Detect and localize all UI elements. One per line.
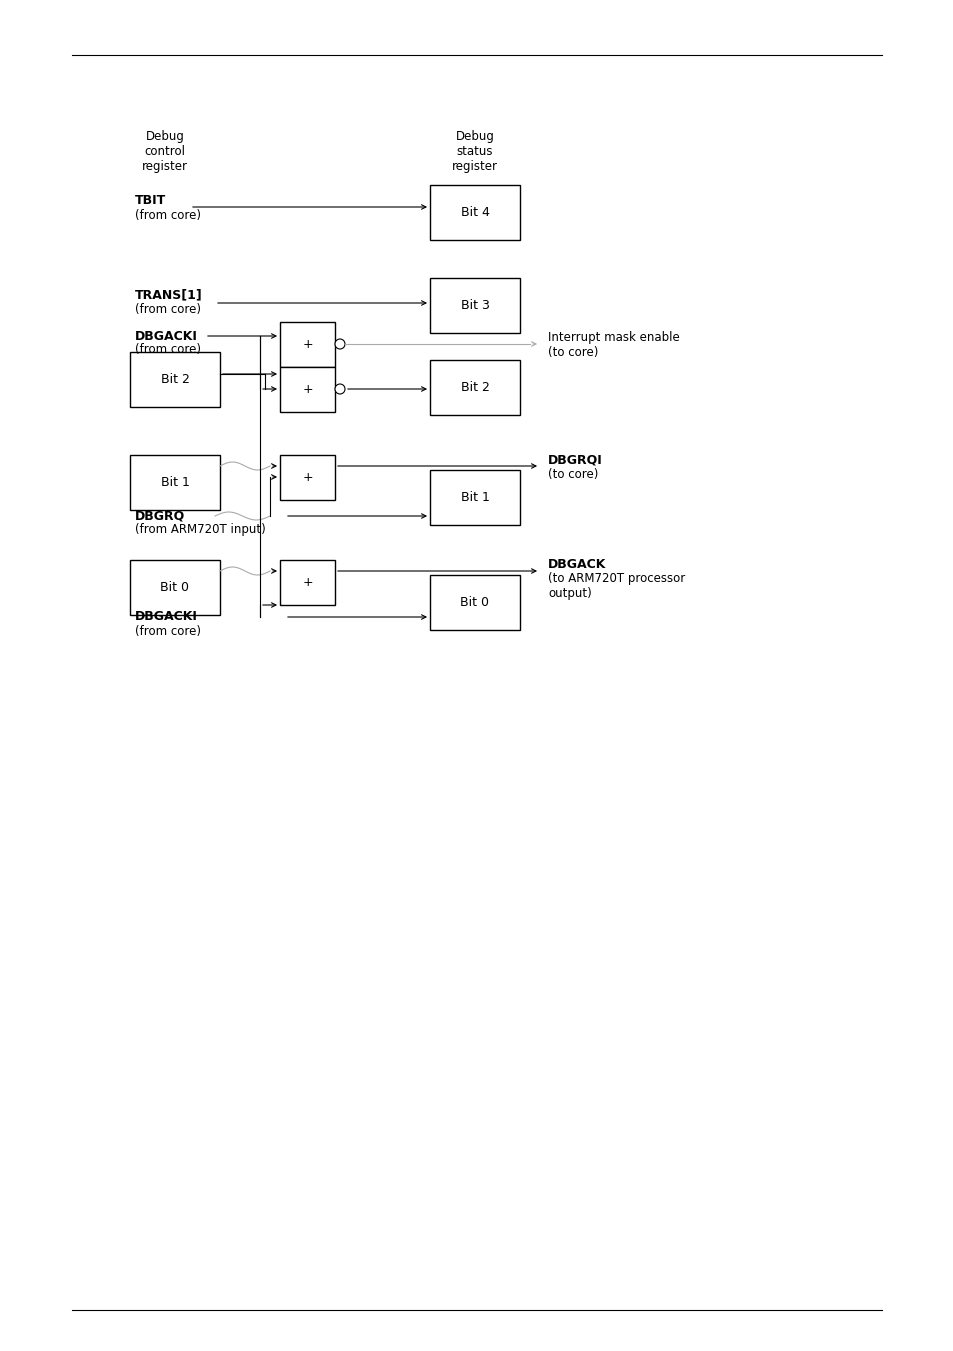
Text: DBGACK: DBGACK [547,558,606,570]
Text: +: + [302,382,313,396]
Text: Bit 2: Bit 2 [160,373,190,386]
Text: (from ARM720T input): (from ARM720T input) [135,523,266,536]
Text: (to core): (to core) [547,346,598,359]
Text: Interrupt mask enable: Interrupt mask enable [547,331,679,345]
Text: Bit 4: Bit 4 [460,205,489,219]
Text: Debug
control
register: Debug control register [142,130,188,173]
Text: +: + [302,576,313,589]
Text: (from core): (from core) [135,208,201,222]
Text: (to ARM720T processor: (to ARM720T processor [547,571,684,585]
Text: TBIT: TBIT [135,193,166,207]
Text: (from core): (from core) [135,624,201,638]
Text: +: + [302,338,313,351]
Text: (from core): (from core) [135,343,201,357]
Text: Bit 1: Bit 1 [160,476,190,489]
Text: TRANS[1]: TRANS[1] [135,289,203,301]
Bar [430,185,519,240]
Bar [130,353,220,407]
Bar [280,561,335,605]
Ellipse shape [335,384,345,394]
Text: Bit 3: Bit 3 [460,299,489,312]
Text: Bit 2: Bit 2 [460,381,489,394]
Bar [280,322,335,367]
Text: Bit 0: Bit 0 [460,596,489,609]
Bar [130,455,220,509]
Text: Debug
status
register: Debug status register [452,130,497,173]
Text: DBGACKI: DBGACKI [135,611,197,624]
Ellipse shape [335,339,345,349]
Text: DBGACKI: DBGACKI [135,330,197,343]
Text: Bit 1: Bit 1 [460,490,489,504]
Bar [430,359,519,415]
Text: output): output) [547,586,591,600]
Text: DBGRQI: DBGRQI [547,454,602,466]
Bar [430,470,519,526]
Text: +: + [302,471,313,484]
Bar [280,367,335,412]
Text: Bit 0: Bit 0 [160,581,190,594]
Bar [130,561,220,615]
Bar [280,455,335,500]
Bar [430,278,519,332]
Text: (from core): (from core) [135,304,201,316]
Text: DBGRQ: DBGRQ [135,509,185,523]
Text: (to core): (to core) [547,469,598,481]
Bar [430,576,519,630]
